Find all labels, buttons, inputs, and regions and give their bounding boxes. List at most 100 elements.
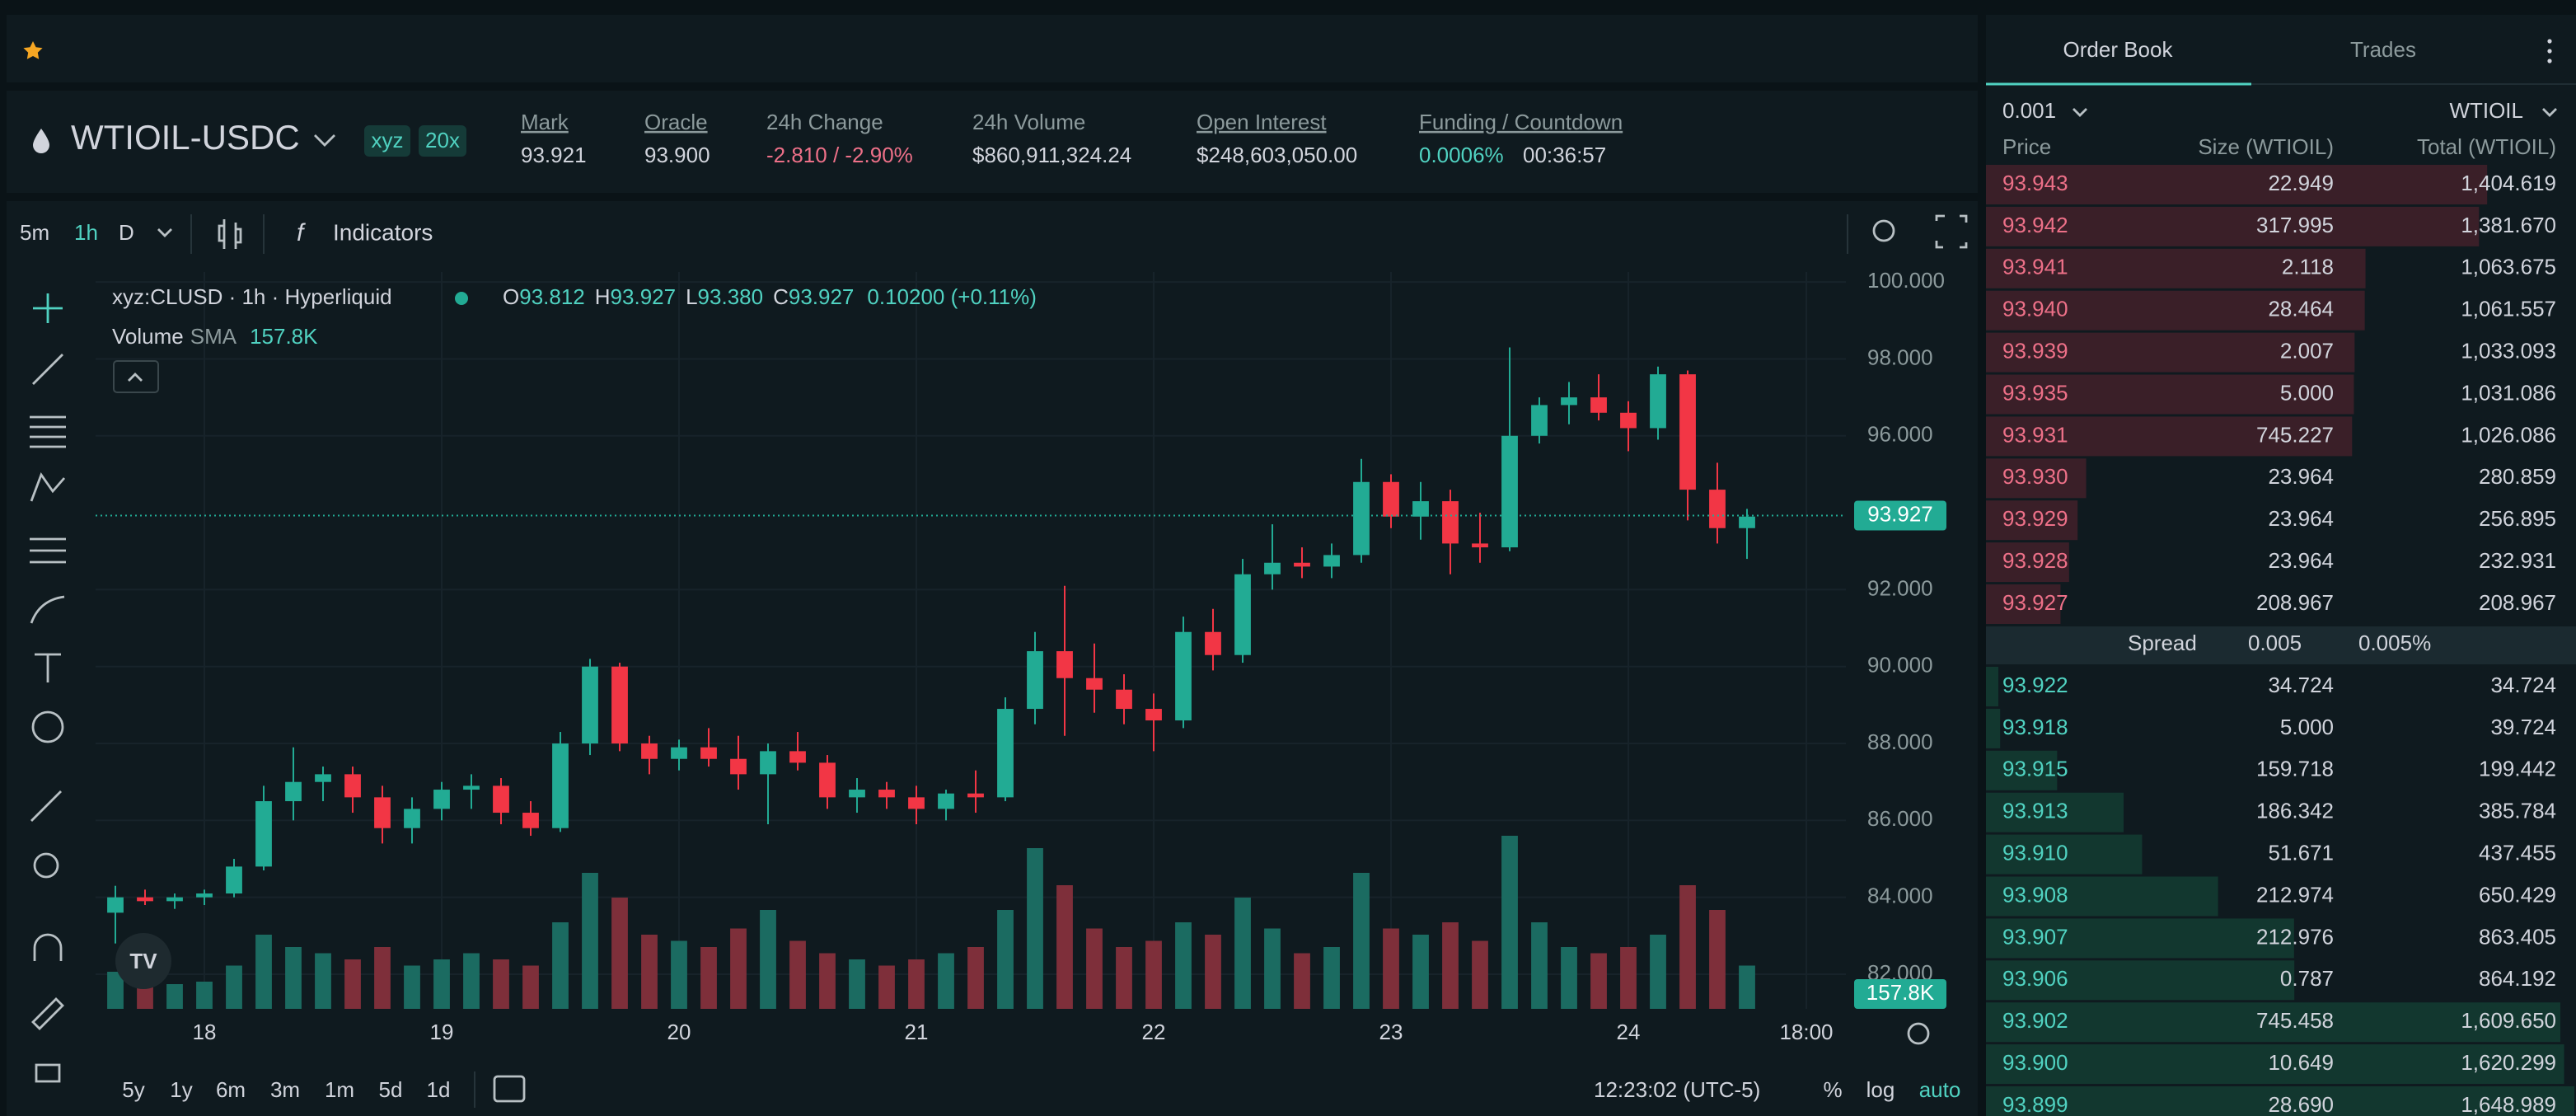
collapse-legend[interactable]: [113, 360, 159, 393]
total: 1,061.557: [2461, 297, 2556, 321]
tab[interactable]: Trades: [2350, 37, 2416, 62]
interval[interactable]: 5m: [20, 220, 49, 245]
price: 93.940: [2002, 297, 2068, 321]
volume-bar: [641, 935, 658, 1009]
candle-body: [166, 897, 183, 902]
depth-bar: [1986, 416, 2353, 457]
size: 745.458: [2256, 1008, 2334, 1033]
candle-body: [1323, 555, 1340, 567]
zoom-tool[interactable]: [33, 852, 59, 879]
ruler-tool[interactable]: [30, 790, 62, 822]
fullscreen-icon[interactable]: [1935, 214, 1968, 249]
column-header: Size (WTIOIL): [2198, 134, 2334, 159]
pattern-tool[interactable]: [30, 472, 66, 502]
price-chart: 82.00084.00086.00088.00090.00092.00096.0…: [96, 268, 1946, 1044]
range-button[interactable]: 5d: [379, 1077, 403, 1102]
range-button[interactable]: 1y: [170, 1077, 192, 1102]
volume-bar: [374, 947, 391, 1009]
brush-tool[interactable]: [30, 595, 65, 624]
unit-select[interactable]: WTIOIL: [2449, 98, 2523, 123]
volume-bar: [1561, 947, 1577, 1009]
menu-dot[interactable]: [2547, 39, 2552, 44]
spread-value: 0.005: [2248, 631, 2302, 655]
menu-dot[interactable]: [2547, 49, 2552, 54]
menu-dot[interactable]: [2547, 59, 2552, 63]
emoji-tool[interactable]: [31, 710, 64, 743]
size: 212.976: [2256, 924, 2334, 949]
range-button[interactable]: 1d: [427, 1077, 451, 1102]
scale-option[interactable]: log: [1866, 1077, 1895, 1102]
candle-body: [1739, 516, 1755, 528]
total: 1,031.086: [2461, 380, 2556, 405]
range-button[interactable]: 5y: [122, 1077, 144, 1102]
interval-dropdown[interactable]: [157, 228, 172, 237]
tab-active[interactable]: Order Book: [2063, 37, 2174, 62]
candle-body: [226, 866, 242, 894]
crosshair-tool[interactable]: [33, 293, 63, 323]
favorite-star[interactable]: [23, 41, 43, 59]
depth-bar: [1986, 206, 2480, 246]
ohlc-key: L: [686, 284, 697, 309]
range-button[interactable]: 3m: [270, 1077, 300, 1102]
depth-bar: [1986, 500, 2078, 541]
volume-bar: [255, 935, 272, 1009]
badge: [419, 125, 466, 157]
size: 5.000: [2280, 715, 2334, 739]
chart-type-icon[interactable]: [218, 219, 242, 249]
volume-bar: [1472, 940, 1488, 1009]
volume-bar: [878, 965, 895, 1009]
candle-body: [1561, 397, 1577, 406]
collapse-arrow[interactable]: [128, 373, 143, 382]
projection-tool[interactable]: [30, 537, 66, 564]
x-tick-label: 21: [905, 1020, 929, 1044]
tick-dropdown[interactable]: [2073, 108, 2087, 117]
volume-bar: [1175, 922, 1192, 1009]
total: 864.192: [2479, 966, 2556, 991]
interval[interactable]: 1h: [74, 220, 98, 245]
fib-tool[interactable]: [30, 415, 66, 448]
date-range-icon[interactable]: [493, 1075, 526, 1103]
indicators-button[interactable]: Indicators: [333, 219, 433, 245]
total: 34.724: [2490, 673, 2556, 697]
price: 93.935: [2002, 380, 2068, 405]
tick-size[interactable]: 0.001: [2002, 98, 2056, 123]
candle-body: [938, 793, 954, 809]
price: 93.915: [2002, 757, 2068, 781]
depth-bar: [1986, 834, 2143, 875]
draw-mode-tool[interactable]: [31, 997, 64, 1030]
candle-body: [1264, 562, 1281, 574]
y-tick-label: 88.000: [1867, 729, 1933, 754]
range-button[interactable]: 6m: [216, 1077, 246, 1102]
settings-icon[interactable]: [1907, 1022, 1930, 1045]
scale-option[interactable]: %: [1823, 1077, 1842, 1102]
scale-option[interactable]: auto: [1919, 1077, 1961, 1102]
depth-bar: [1986, 1002, 2560, 1043]
indicators-icon[interactable]: f: [297, 219, 306, 246]
y-tick-label: 92.000: [1867, 575, 1933, 600]
depth-bar: [1986, 542, 2069, 583]
symbol-dropdown[interactable]: [314, 134, 335, 147]
total: 39.724: [2490, 715, 2556, 739]
zoom-icon[interactable]: [1872, 219, 1895, 242]
price: 93.927: [2002, 590, 2068, 615]
unit-dropdown[interactable]: [2542, 108, 2557, 117]
interval[interactable]: D: [119, 220, 134, 245]
symbol[interactable]: WTIOIL-USDC: [71, 118, 300, 157]
candle-body: [107, 897, 124, 913]
candle-body: [908, 797, 925, 809]
depth-bar: [1986, 458, 2087, 499]
candle-body: [1412, 501, 1429, 517]
range-button[interactable]: 1m: [325, 1077, 354, 1102]
total: 1,404.619: [2461, 171, 2556, 195]
lock-tool[interactable]: [35, 1063, 61, 1083]
volume-bar: [1294, 953, 1310, 1009]
badge-text: 20x: [425, 128, 460, 152]
candle-body: [760, 751, 776, 775]
magnet-tool[interactable]: [33, 933, 63, 961]
size: 212.974: [2256, 882, 2334, 907]
last-volume-label: 157.8K: [1866, 980, 1935, 1005]
x-tick-label: 23: [1379, 1020, 1403, 1044]
price: 93.939: [2002, 338, 2068, 363]
trendline-tool[interactable]: [32, 354, 63, 385]
text-tool[interactable]: [35, 653, 61, 682]
